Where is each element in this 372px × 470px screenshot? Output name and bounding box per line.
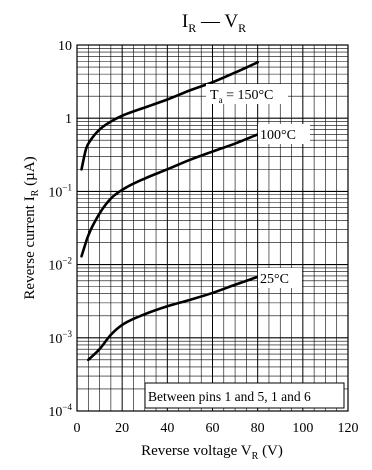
x-tick-label: 20 (115, 421, 129, 436)
series-label-150c: Ta = 150°C (210, 88, 273, 105)
annotation-box (144, 382, 345, 409)
x-tick-label: 60 (206, 421, 220, 436)
annotation-text: Between pins 1 and 5, 1 and 6 (148, 389, 311, 404)
plot-frame (76, 44, 349, 412)
y-axis-label: Reverse current IR (µA) (22, 156, 41, 299)
series-lines (80, 61, 259, 362)
chart-title: IR — VR (182, 11, 246, 35)
x-axis-label: Reverse voltage VR (V) (141, 443, 283, 462)
series-label-100c: 100°C (260, 128, 296, 143)
series-label-25c: 25°C (260, 272, 289, 287)
grid-lines (77, 45, 348, 411)
x-tick-label: 100 (292, 421, 313, 436)
series-line-0 (80, 61, 259, 171)
y-tick-label: 1 (65, 112, 72, 127)
series-line-1 (80, 133, 259, 258)
series-line-2 (86, 275, 259, 362)
x-tick-label: 120 (338, 421, 359, 436)
x-tick-label: 40 (160, 421, 174, 436)
x-tick-labels: 0 20 40 60 80 100 120 (74, 421, 359, 436)
y-tick-label: 10−1 (48, 182, 72, 200)
x-tick-label: 0 (74, 421, 81, 436)
x-tick-label: 80 (251, 421, 265, 436)
y-tick-label: 10 (58, 39, 72, 54)
y-tick-label: 10−2 (48, 256, 72, 274)
y-tick-label: 10−3 (48, 329, 72, 347)
y-tick-labels: 10 1 10−1 10−2 10−3 10−4 (48, 39, 72, 420)
series-labels: Ta = 150°C 100°C 25°C (206, 84, 310, 288)
y-tick-label: 10−4 (48, 402, 72, 420)
